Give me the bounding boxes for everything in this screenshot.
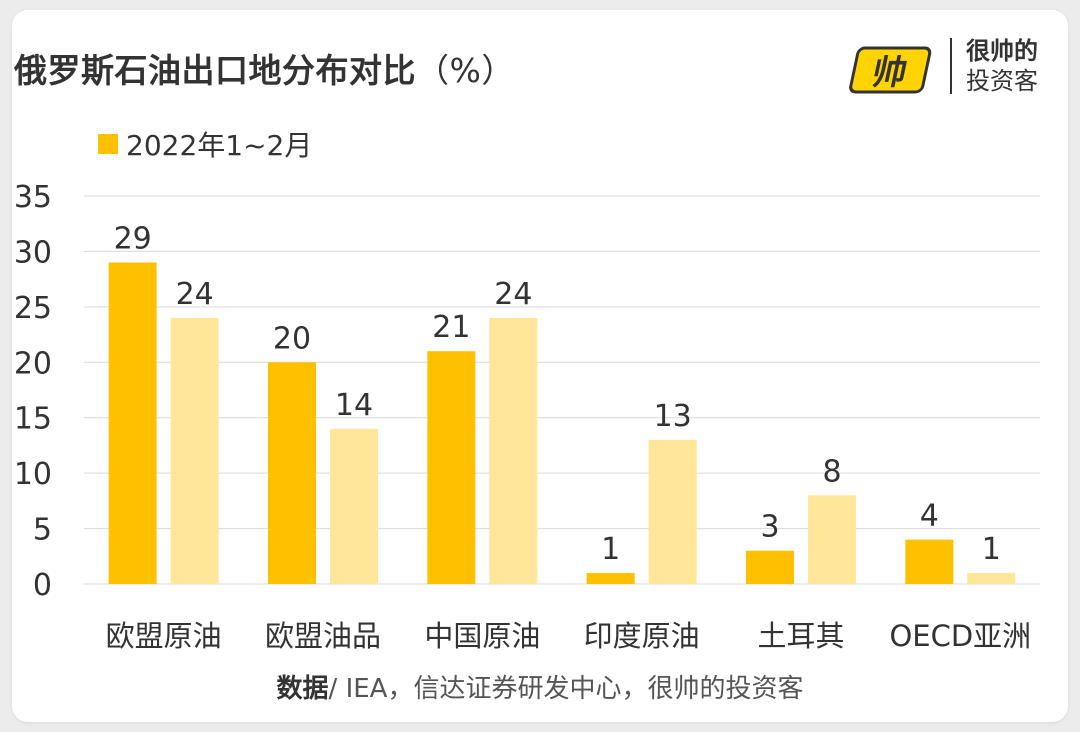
data-label: 8 <box>822 454 841 489</box>
bar <box>808 495 856 584</box>
y-tick-label: 25 <box>14 291 52 326</box>
data-label: 1 <box>601 532 620 567</box>
title-text: 俄罗斯石油出口地分布对比 <box>14 51 416 90</box>
bar <box>108 262 157 584</box>
data-label: 29 <box>114 222 152 257</box>
y-tick-label: 0 <box>33 568 52 603</box>
data-label: 24 <box>494 277 532 312</box>
x-tick-label: 欧盟油品 <box>265 619 381 653</box>
data-label: 1 <box>982 532 1001 567</box>
data-label: 13 <box>654 399 692 434</box>
logo-divider <box>950 38 952 94</box>
bar <box>170 317 219 584</box>
bar <box>427 351 476 584</box>
y-tick-label: 15 <box>14 402 52 437</box>
y-tick-label: 30 <box>14 235 52 270</box>
title-unit: （%） <box>416 51 515 90</box>
source-text: / IEA，信达证券研发中心，很帅的投资客 <box>328 674 804 704</box>
y-tick-label: 35 <box>14 180 52 215</box>
x-tick-label: 土耳其 <box>757 619 844 653</box>
data-label: 14 <box>335 388 373 423</box>
data-label: 24 <box>176 277 214 312</box>
legend: 2022年1~2月 <box>98 126 312 162</box>
y-tick-label: 20 <box>14 346 52 381</box>
legend-swatch <box>98 134 118 154</box>
bar <box>905 539 954 584</box>
bar <box>586 572 635 584</box>
data-label: 4 <box>920 499 939 534</box>
bar <box>330 428 378 584</box>
x-tick-label: 中国原油 <box>424 619 540 653</box>
bar <box>268 362 316 584</box>
y-tick-label: 10 <box>14 457 52 492</box>
logo-icon: 帅 <box>849 46 932 94</box>
logo-line1: 很帅的 <box>966 37 1038 65</box>
source-label: 数据 <box>276 674 329 704</box>
logo-text: 很帅的 投资客 <box>966 36 1038 96</box>
source-note: 数据/ IEA，信达证券研发中心，很帅的投资客 <box>0 668 1080 705</box>
x-tick-label: OECD亚洲 <box>889 619 1031 653</box>
bar <box>746 550 794 584</box>
bar <box>967 572 1016 584</box>
data-label: 21 <box>432 310 470 345</box>
logo-mark: 帅 <box>868 53 910 93</box>
x-tick-label: 印度原油 <box>584 619 700 653</box>
x-tick-label: 欧盟原油 <box>106 619 222 653</box>
bar <box>648 439 697 584</box>
chart-title: 俄罗斯石油出口地分布对比（%） <box>14 44 515 92</box>
data-label: 3 <box>760 510 779 545</box>
bar <box>489 317 538 584</box>
logo-line2: 投资客 <box>966 67 1038 95</box>
data-label: 20 <box>273 321 311 356</box>
legend-label: 2022年1~2月 <box>126 129 313 162</box>
y-tick-label: 5 <box>33 513 52 548</box>
